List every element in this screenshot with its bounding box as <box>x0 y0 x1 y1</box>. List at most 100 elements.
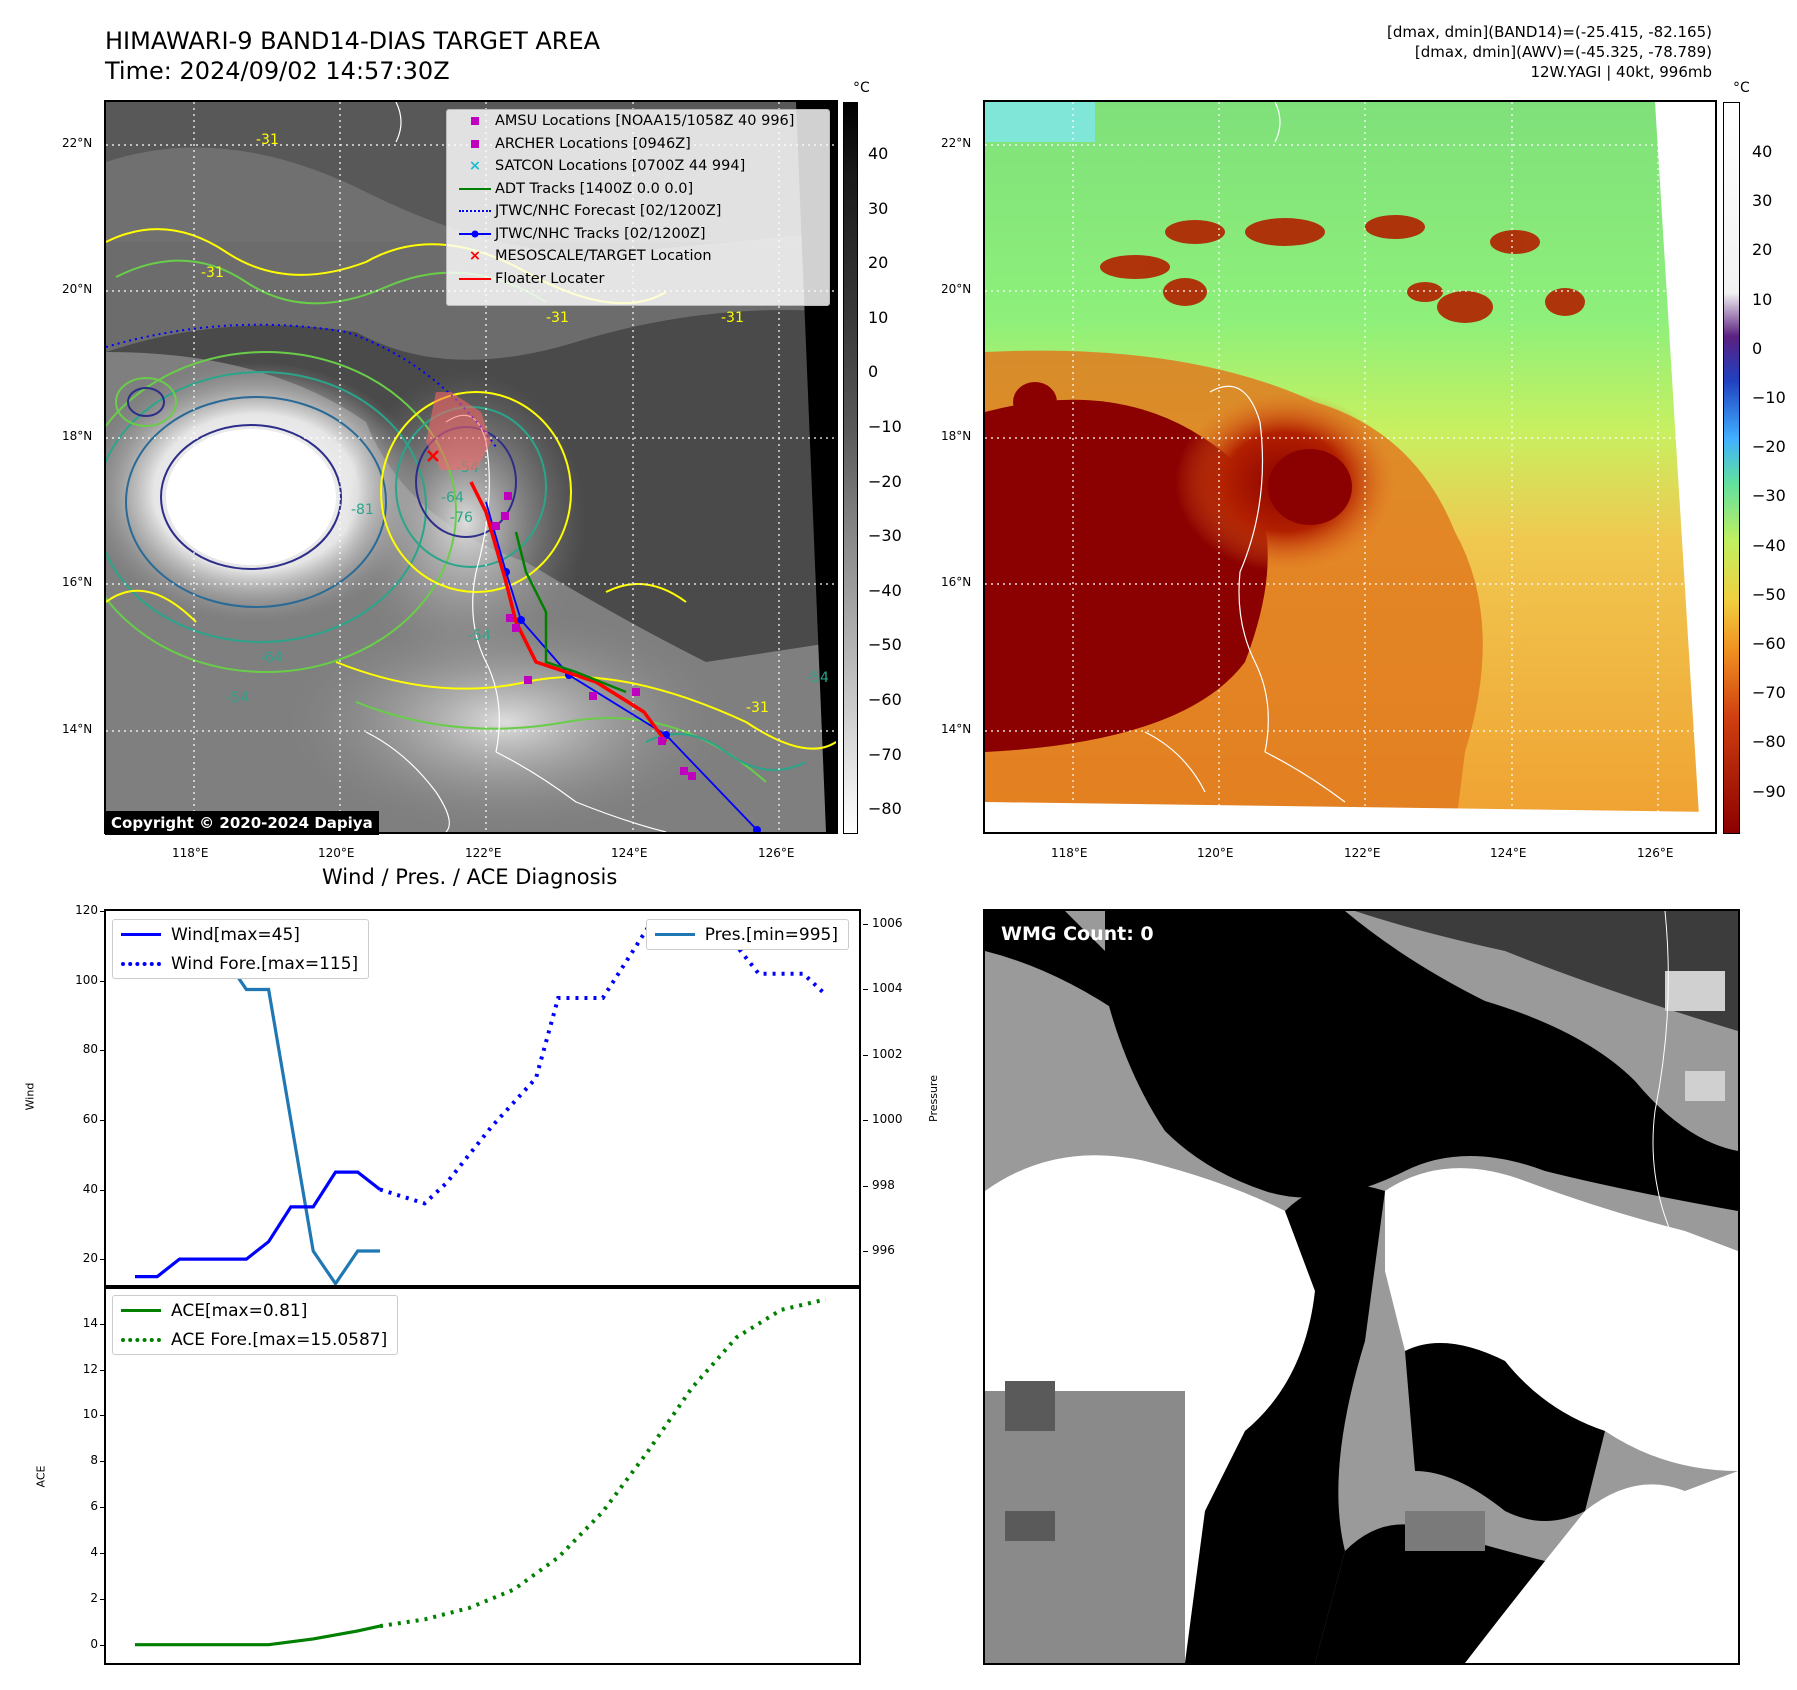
legend-item: × MESOSCALE/TARGET Location <box>447 245 829 268</box>
colorbar-tick-label: −50 <box>868 635 902 655</box>
ace-tick-label: 10 <box>82 1407 98 1422</box>
contour-label: -64 <box>441 490 464 506</box>
pressure-axis-label: Pressure <box>926 1075 940 1122</box>
wmg-panel <box>983 909 1740 1665</box>
axis-tick-mark <box>100 911 105 912</box>
line-icon <box>455 187 495 190</box>
axis-tick-mark <box>100 1507 105 1509</box>
awv-map-svg <box>985 102 1715 832</box>
axis-tick-mark <box>863 1054 868 1056</box>
diagnosis-title: Wind / Pres. / ACE Diagnosis <box>322 865 618 889</box>
axis-tick-mark <box>863 1185 868 1187</box>
figure-info: [dmax, dmin](BAND14)=(-25.415, -82.165) … <box>1387 22 1712 82</box>
axis-tick-mark <box>100 980 105 982</box>
ace-svg <box>135 1297 827 1647</box>
legend-item: × SATCON Locations [0700Z 44 994] <box>447 155 829 178</box>
pressure-tick-label: 1000 <box>872 1112 903 1127</box>
contour-label: -54 <box>806 670 829 686</box>
colorbar-tick-label: −20 <box>1752 437 1786 457</box>
pressure-tick-label: 1006 <box>872 916 903 931</box>
lon-label: 124°E <box>611 846 648 860</box>
contour-label: -31 <box>201 265 224 281</box>
axis-tick-mark <box>863 1120 868 1122</box>
ace-forecast-series-line <box>379 1297 827 1629</box>
ace-tick-label: 2 <box>90 1590 98 1605</box>
ace-series-line <box>135 1624 381 1647</box>
legend-item: ACE Fore.[max=15.0587] <box>113 1325 397 1354</box>
colorbar-tick-label: −30 <box>1752 486 1786 506</box>
ir-map-panel: -31 -31 -31 -31 -31 -54 -54 -64 -54 -54 … <box>104 100 838 834</box>
contour-label: -31 <box>546 310 569 326</box>
line-icon <box>455 277 495 280</box>
colorbar-tick-label: −80 <box>868 799 902 819</box>
wind-tick-label: 100 <box>75 972 98 987</box>
ace-tick-label: 0 <box>90 1636 98 1651</box>
legend-item: ARCHER Locations [0946Z] <box>447 133 829 156</box>
contour-label: -54 <box>468 628 491 644</box>
pressure-tick-label: 1002 <box>872 1046 903 1061</box>
colorbar-tick-label: −60 <box>868 690 902 709</box>
axis-tick-mark <box>100 1259 105 1261</box>
lon-label: 122°E <box>465 846 502 860</box>
wind-series-line <box>135 1170 381 1279</box>
contour-label: -76 <box>450 510 473 526</box>
ace-panel: ACE[max=0.81] ACE Fore.[max=15.0587] <box>104 1285 861 1665</box>
lon-label: 124°E <box>1490 846 1527 860</box>
pressure-tick-label: 998 <box>872 1177 895 1192</box>
lat-label: 18°N <box>62 429 93 443</box>
lon-label: 122°E <box>1344 846 1381 860</box>
colorbar-tick-label: 20 <box>868 253 889 273</box>
lon-label: 120°E <box>1197 846 1234 860</box>
lat-label: 22°N <box>941 136 972 150</box>
wmg-svg <box>985 911 1738 1663</box>
colorbar-tick-label: 30 <box>1752 191 1773 211</box>
wind-tick-label: 120 <box>75 903 98 917</box>
lat-label: 14°N <box>62 722 93 736</box>
axis-tick-mark <box>863 1251 868 1253</box>
ace-axis-label: ACE <box>34 1465 48 1488</box>
colorbar-tick-label: −10 <box>1752 388 1786 407</box>
line-icon <box>121 933 161 936</box>
colorbar-tick-label: 20 <box>1752 240 1773 260</box>
contour-label: -81 <box>351 502 374 518</box>
info-line-2: [dmax, dmin](AWV)=(-45.325, -78.789) <box>1414 43 1712 61</box>
colorbar-tick-label: −10 <box>868 417 902 436</box>
ace-tick-label: 6 <box>90 1499 98 1514</box>
pressure-tick-label: 996 <box>872 1243 895 1258</box>
colorbar-tick-label: −70 <box>868 744 902 764</box>
ir-colorbar <box>843 102 858 834</box>
info-line-3: 12W.YAGI | 40kt, 996mb <box>1530 63 1712 81</box>
info-line-1: [dmax, dmin](BAND14)=(-25.415, -82.165) <box>1387 23 1712 41</box>
colorbar-tick-label: 0 <box>1752 338 1763 358</box>
axis-tick-mark <box>863 989 868 991</box>
lat-label: 18°N <box>941 429 972 443</box>
lat-label: 16°N <box>62 575 93 589</box>
lat-label: 20°N <box>941 282 972 296</box>
contour-label: -31 <box>746 700 769 716</box>
square-icon <box>455 117 495 126</box>
target-location-marker <box>427 450 439 462</box>
legend-item: JTWC/NHC Forecast [02/1200Z] <box>447 200 829 223</box>
contour-label: -54 <box>226 690 249 706</box>
axis-tick-mark <box>100 1644 105 1646</box>
floater-region <box>426 392 491 470</box>
ace-tick-label: 14 <box>82 1315 98 1330</box>
lon-label: 118°E <box>1051 846 1088 860</box>
colorbar-tick-label: −80 <box>1752 732 1786 752</box>
ace-tick-label: 4 <box>90 1544 98 1559</box>
colorbar-tick-label: 10 <box>868 307 889 327</box>
legend-item: Wind Fore.[max=115] <box>113 949 368 978</box>
lat-label: 14°N <box>941 722 972 736</box>
axis-tick-mark <box>100 1552 105 1554</box>
colorbar-tick-label: 0 <box>868 362 879 382</box>
dotted-line-icon <box>121 961 161 966</box>
axis-tick-mark <box>100 1598 105 1600</box>
colorbar-tick-label: −20 <box>868 471 902 491</box>
colorbar-tick-label: −90 <box>1752 781 1786 801</box>
contour-label: -64 <box>260 650 283 666</box>
lon-label: 126°E <box>1637 846 1674 860</box>
legend-item: Floater Locater <box>447 268 829 291</box>
title-line-2: Time: 2024/09/02 14:57:30Z <box>105 57 450 85</box>
legend-item: Pres.[min=995] <box>647 920 848 949</box>
contour-label: -31 <box>721 310 744 326</box>
